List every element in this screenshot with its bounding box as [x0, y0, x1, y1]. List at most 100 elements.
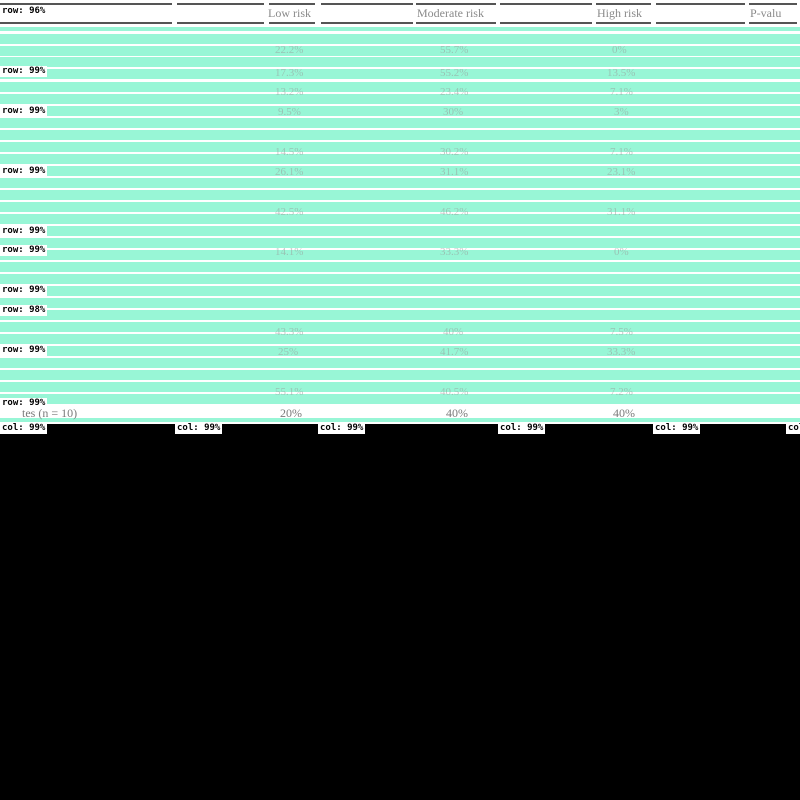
row-band: [0, 57, 800, 67]
row-band: [0, 370, 800, 380]
bottom-row-value: 40%: [446, 406, 468, 420]
row-band: [0, 394, 800, 404]
cell-value: 7.5%: [610, 326, 633, 338]
header-bottom-rule: [749, 22, 797, 24]
cell-value: 43.3%: [275, 326, 304, 338]
bottom-row-value: 40%: [613, 406, 635, 420]
cell-value: 23.4%: [440, 86, 469, 98]
row-band: [0, 82, 800, 92]
cell-value: 13.5%: [607, 67, 636, 79]
cell-value: 33.3%: [440, 246, 469, 258]
row-band: [0, 69, 800, 79]
header-bottom-rule: [321, 22, 413, 24]
cell-value: 55.7%: [440, 44, 469, 56]
cell-value: 0%: [614, 246, 629, 258]
row-band: [0, 250, 800, 260]
table-overlay: Low risk Moderate risk High risk P-valu: [0, 0, 800, 424]
row-confidence-tag: row: 96%: [0, 6, 48, 17]
header-bottom-rule: [500, 22, 592, 24]
cell-value: 25%: [278, 346, 299, 358]
header-bottom-rule: [177, 22, 264, 24]
column-header-high-risk: High risk: [597, 6, 642, 20]
bottom-row-value: 20%: [280, 406, 302, 420]
cell-value: 55.1%: [275, 386, 304, 398]
row-band: [0, 154, 800, 164]
row-band: [0, 298, 800, 308]
row-band: [0, 46, 800, 56]
cell-value: 3%: [614, 106, 629, 118]
cell-value: 55.2%: [440, 67, 469, 79]
cell-value: 40%: [443, 326, 464, 338]
header-top-rule: [321, 3, 413, 5]
row-band: [0, 142, 800, 152]
cell-value: 33.3%: [607, 346, 636, 358]
cell-value: 30.2%: [440, 146, 469, 158]
cell-value: 41.7%: [440, 346, 469, 358]
cell-value: 31.1%: [440, 166, 469, 178]
header-top-rule: [416, 3, 496, 5]
row-band: [0, 34, 800, 44]
cell-value: 40.5%: [440, 386, 469, 398]
row-band: [0, 190, 800, 200]
row-band: [0, 214, 800, 224]
row-band: [0, 94, 800, 104]
row-band: [0, 310, 800, 320]
column-confidence-tag: col:: [786, 423, 800, 434]
row-band: [0, 286, 800, 296]
row-confidence-tag: row: 99%: [0, 66, 48, 77]
header-bottom-rule: [269, 22, 315, 24]
column-header-moderate-risk: Moderate risk: [417, 6, 484, 20]
cell-value: 14.5%: [275, 146, 304, 158]
row-band: [0, 274, 800, 284]
row-band: [0, 346, 800, 356]
row-confidence-tag: row: 99%: [0, 285, 48, 296]
row-band: [0, 382, 800, 392]
row-confidence-tag: row: 99%: [0, 226, 48, 237]
row-confidence-tag: row: 99%: [0, 245, 48, 256]
cell-value: 31.1%: [607, 206, 636, 218]
bottom-row-label: tes (n = 10): [22, 406, 78, 420]
row-confidence-tag: row: 98%: [0, 305, 48, 316]
row-confidence-tag: row: 99%: [0, 398, 48, 409]
cell-value: 22.2%: [275, 44, 304, 56]
cell-value: 42.5%: [275, 206, 304, 218]
column-confidence-tag: col: 99%: [175, 423, 223, 434]
cell-value: 7.1%: [610, 146, 633, 158]
cell-value: 7.1%: [610, 86, 633, 98]
cell-value: 17.3%: [275, 67, 304, 79]
row-confidence-tag: row: 99%: [0, 345, 48, 356]
cell-value: 30%: [443, 106, 464, 118]
cell-value: 0%: [612, 44, 627, 56]
header-bottom-rule: [596, 22, 651, 24]
column-header-low-risk: Low risk: [268, 6, 311, 20]
header-bottom-rule: [656, 22, 745, 24]
column-confidence-tag: col: 99%: [653, 423, 701, 434]
cell-value: 13.2%: [275, 86, 304, 98]
header-top-rule: [0, 3, 172, 5]
row-confidence-tag: row: 99%: [0, 106, 48, 117]
header-top-rule: [269, 3, 315, 5]
row-confidence-tag: row: 99%: [0, 166, 48, 177]
row-band: [0, 118, 800, 128]
row-band: [0, 262, 800, 272]
row-band: [0, 238, 800, 248]
column-header-p-value: P-valu: [750, 6, 782, 20]
column-confidence-tag: col: 99%: [0, 423, 48, 434]
cell-value: 9.5%: [278, 106, 301, 118]
header-top-rule: [656, 3, 745, 5]
cell-value: 7.2%: [610, 386, 633, 398]
column-confidence-tag: col: 99%: [498, 423, 546, 434]
header-bottom-rule: [416, 22, 496, 24]
row-band: [0, 358, 800, 368]
row-band: [0, 334, 800, 344]
row-band: [0, 106, 800, 116]
header-top-rule: [500, 3, 592, 5]
row-band: [0, 418, 800, 422]
row-band: [0, 226, 800, 236]
cell-value: 46.2%: [440, 206, 469, 218]
row-band: [0, 322, 800, 332]
row-band: [0, 178, 800, 188]
cell-value: 23.1%: [607, 166, 636, 178]
header-top-rule: [749, 3, 797, 5]
